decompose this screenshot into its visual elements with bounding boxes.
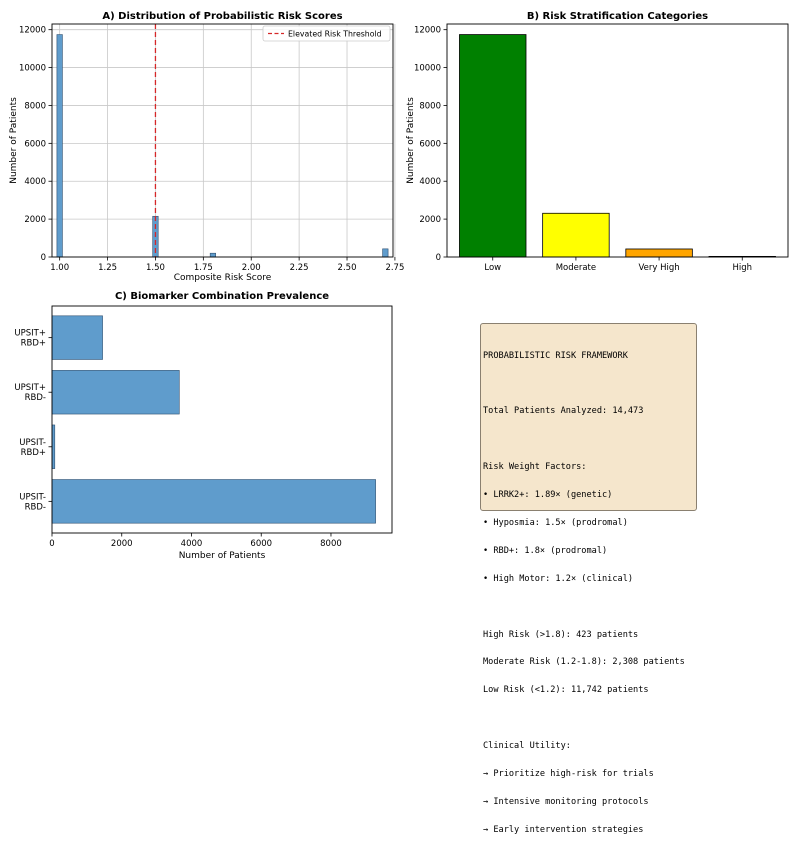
category-bar xyxy=(625,248,693,258)
x-tick-label: 8000 xyxy=(320,539,342,549)
y-tick-label: 2000 xyxy=(419,215,441,225)
x-tick-label: 4000 xyxy=(181,539,203,549)
histogram-bar xyxy=(56,34,63,258)
y-tick-label: 10000 xyxy=(19,64,46,74)
x-tick-label: 2.50 xyxy=(338,263,357,273)
x-tick-label: 2.25 xyxy=(290,263,309,273)
y-tick-label: 4000 xyxy=(419,177,441,187)
panel-b-frame xyxy=(446,23,789,258)
y-tick-label: UPSIT+ xyxy=(14,329,46,339)
y-tick-label: UPSIT+ xyxy=(14,383,46,393)
y-tick-label: 12000 xyxy=(414,26,441,36)
x-tick-label: 1.00 xyxy=(50,263,69,273)
info-line: Low Risk (<1.2): 11,742 patients xyxy=(483,685,649,696)
category-bar xyxy=(542,212,610,258)
info-line: Risk Weight Factors: xyxy=(483,462,587,473)
figure: 1.00 1.25 1.50 1.75 2.00 2.25 2.50 2.75 0 2000 400… xyxy=(9,11,789,561)
chart-title: A) Distribution of Probabilistic Risk Sc… xyxy=(102,11,342,22)
category-bar xyxy=(459,34,527,258)
legend-label: Elevated Risk Threshold xyxy=(288,30,382,39)
x-axis-label: Number of Patients xyxy=(179,551,266,561)
chart-title: C) Biomarker Combination Prevalence xyxy=(115,291,329,302)
x-tick-label: Low xyxy=(484,263,501,273)
x-tick-label: 2.75 xyxy=(385,263,404,273)
info-line: → Intensive monitoring protocols xyxy=(483,796,649,807)
y-tick-label: RBD+ xyxy=(21,339,46,349)
info-line: Total Patients Analyzed: 14,473 xyxy=(483,406,644,417)
y-tick-label: 0 xyxy=(41,253,46,263)
x-tick-label: 1.50 xyxy=(146,263,165,273)
info-line: High Risk (>1.8): 423 patients xyxy=(483,629,639,640)
y-axis-label: Number of Patients xyxy=(9,97,19,184)
legend-box xyxy=(262,25,391,42)
x-tick-label: 1.75 xyxy=(194,263,213,273)
y-tick-label: 10000 xyxy=(414,64,441,74)
x-tick-label: 6000 xyxy=(250,539,272,549)
y-tick-label: RBD+ xyxy=(21,448,46,458)
y-tick-label: 4000 xyxy=(24,177,46,187)
x-tick-label: Moderate xyxy=(556,263,596,273)
info-line: • RBD+: 1.8× (prodromal) xyxy=(483,545,608,556)
y-tick-label: 2000 xyxy=(24,215,46,225)
panel-c-frame xyxy=(51,305,393,534)
info-line: Clinical Utility: xyxy=(483,741,571,752)
biomarker-bar xyxy=(51,315,103,360)
x-tick-label: High xyxy=(732,263,752,273)
y-tick-label: 8000 xyxy=(24,101,46,111)
x-axis-label: Composite Risk Score xyxy=(174,273,272,283)
info-line xyxy=(483,603,696,612)
info-line: PROBABILISTIC RISK FRAMEWORK xyxy=(483,350,628,361)
chart-title: B) Risk Stratification Categories xyxy=(527,11,708,22)
y-tick-label: 12000 xyxy=(19,26,46,36)
y-tick-label: 8000 xyxy=(419,101,441,111)
y-tick-label: UPSIT- xyxy=(19,438,46,448)
y-tick-label: 6000 xyxy=(419,139,441,149)
info-line xyxy=(483,435,696,444)
x-tick-label: 1.25 xyxy=(98,263,117,273)
x-tick-label: 2.00 xyxy=(242,263,261,273)
info-line: • Hyposmia: 1.5× (prodromal) xyxy=(483,517,628,528)
info-line xyxy=(483,714,696,723)
info-line: → Prioritize high-risk for trials xyxy=(483,768,654,779)
info-line xyxy=(483,379,696,388)
histogram-bar xyxy=(209,252,216,258)
info-line: • High Motor: 1.2× (clinical) xyxy=(483,573,634,584)
info-line: → Early intervention strategies xyxy=(483,824,644,835)
y-tick-label: 6000 xyxy=(24,139,46,149)
biomarker-bar xyxy=(51,370,180,415)
y-axis-label: Number of Patients xyxy=(406,97,416,184)
panel-a-frame xyxy=(51,23,394,258)
y-tick-label: UPSIT- xyxy=(19,492,46,502)
x-tick-label: 0 xyxy=(49,539,54,549)
y-tick-label: RBD- xyxy=(25,393,46,403)
y-tick-label: RBD- xyxy=(25,502,46,512)
info-box: PROBABILISTIC RISK FRAMEWORK Total Patie… xyxy=(480,323,697,835)
histogram-bar xyxy=(382,248,389,258)
info-line: Moderate Risk (1.2-1.8): 2,308 patients xyxy=(483,657,685,668)
x-tick-label: 2000 xyxy=(111,539,133,549)
y-tick-label: 0 xyxy=(436,253,441,263)
info-line: • LRRK2+: 1.89× (genetic) xyxy=(483,490,613,501)
biomarker-bar xyxy=(51,479,376,524)
x-tick-label: Very High xyxy=(639,263,680,273)
